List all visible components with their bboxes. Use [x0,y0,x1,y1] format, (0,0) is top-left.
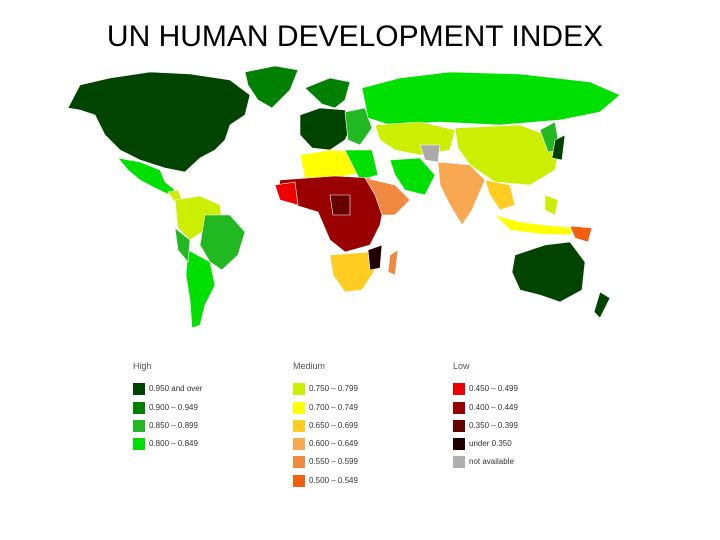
legend-heading: Low [453,361,470,371]
legend-swatch [453,420,465,432]
legend-label: 0.950 and over [149,384,203,393]
legend-heading: Medium [293,361,325,371]
legend-swatch [453,383,465,395]
legend-label: 0.800 – 0.849 [149,439,198,448]
legend-label: 0.400 – 0.449 [469,403,518,412]
legend-swatch [133,420,145,432]
legend-swatch [293,438,305,450]
legend-swatch [293,420,305,432]
world-map [67,65,621,329]
legend-swatch [293,456,305,468]
legend-swatch [453,402,465,414]
legend-label: 0.700 – 0.749 [309,403,358,412]
legend-label: under 0.350 [469,439,512,448]
legend-label: 0.600 – 0.649 [309,439,358,448]
title: UN HUMAN DEVELOPMENT INDEX [107,20,603,53]
legend-label: 0.750 – 0.799 [309,384,358,393]
legend-swatch [133,402,145,414]
legend-swatch [453,456,465,468]
legend-swatch [293,383,305,395]
legend-label: 0.650 – 0.699 [309,421,358,430]
legend-swatch [133,438,145,450]
legend-swatch [133,383,145,395]
legend-swatch [293,402,305,414]
legend: High 0.950 and over 0.900 – 0.949 0.850 – 0… [133,361,518,487]
legend-label: 0.550 – 0.599 [309,457,358,466]
legend-swatch [293,475,305,487]
legend-label: 0.450 – 0.499 [469,384,518,393]
legend-label: 0.900 – 0.949 [149,403,198,412]
legend-label: 0.350 – 0.399 [469,421,518,430]
legend-label: 0.500 – 0.549 [309,476,358,485]
legend-label: 0.850 – 0.899 [149,421,198,430]
legend-swatch [453,438,465,450]
legend-label: not available [469,457,514,466]
legend-heading: High [133,361,152,371]
